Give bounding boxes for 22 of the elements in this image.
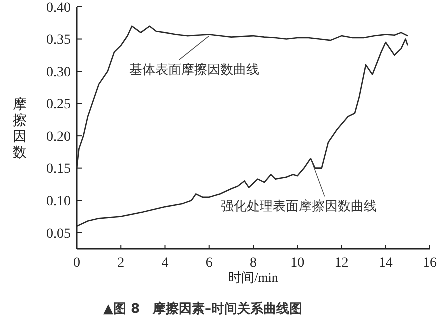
x-tick-label: 6	[206, 256, 213, 271]
y-tick-label: 0.30	[46, 65, 71, 80]
x-tick-label: 10	[290, 256, 305, 271]
x-tick-label: 12	[334, 256, 349, 271]
text: ▲图 8 摩擦因素–时间关系曲线图	[103, 301, 303, 317]
y-axis-title: 摩擦因数	[13, 96, 27, 161]
annotation: 基体表面摩擦因数曲线	[129, 63, 260, 78]
x-tick-label: 0	[74, 256, 80, 271]
y-tick-label: 0.25	[46, 98, 71, 113]
y-tick-label: 0.40	[46, 0, 71, 16]
y-tick-label: 0.10	[46, 194, 71, 210]
x-axis-title: 时间/min	[228, 270, 279, 285]
annotation: 强化处理表面摩擦因数曲线	[220, 200, 377, 215]
y-tick-label: 0.05	[46, 226, 71, 242]
y-tick-label: 0.20	[46, 130, 71, 145]
x-tick-label: 2	[118, 256, 125, 271]
x-tick-label: 14	[378, 256, 393, 271]
x-tick-label: 8	[250, 256, 257, 271]
y-tick-label: 0.15	[46, 162, 71, 178]
x-tick-label: 4	[162, 256, 169, 271]
y-tick-label: 0.35	[46, 33, 71, 48]
x-tick-label: 16	[423, 256, 437, 271]
